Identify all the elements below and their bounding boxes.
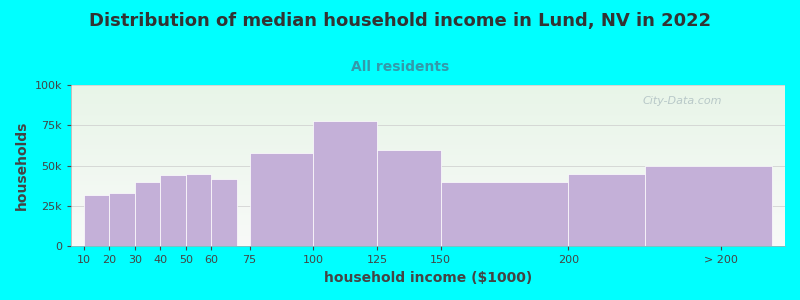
Bar [314,121,377,246]
Bar [110,193,135,246]
Bar [135,182,160,246]
Bar [211,178,237,246]
Bar [645,166,772,246]
Bar [186,174,211,246]
Bar [441,182,568,246]
Bar [84,195,110,246]
Bar [568,174,645,246]
Bar [377,150,441,246]
Text: City-Data.com: City-Data.com [642,96,722,106]
Y-axis label: households: households [15,121,29,210]
Text: Distribution of median household income in Lund, NV in 2022: Distribution of median household income … [89,12,711,30]
Bar [250,153,314,246]
Bar [160,176,186,246]
X-axis label: household income ($1000): household income ($1000) [324,271,532,285]
Text: All residents: All residents [351,60,449,74]
